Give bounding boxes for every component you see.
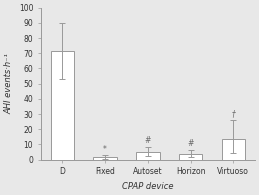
Text: †: † [231,110,235,119]
Text: *: * [103,144,107,153]
Bar [179,154,202,160]
Y-axis label: AHI events·h⁻¹: AHI events·h⁻¹ [4,53,13,114]
Text: #: # [145,136,151,145]
Bar [51,51,74,160]
Bar [222,139,245,160]
X-axis label: CPAP device: CPAP device [122,182,174,191]
Bar [93,157,117,160]
Bar [136,152,160,160]
Text: #: # [188,139,194,148]
